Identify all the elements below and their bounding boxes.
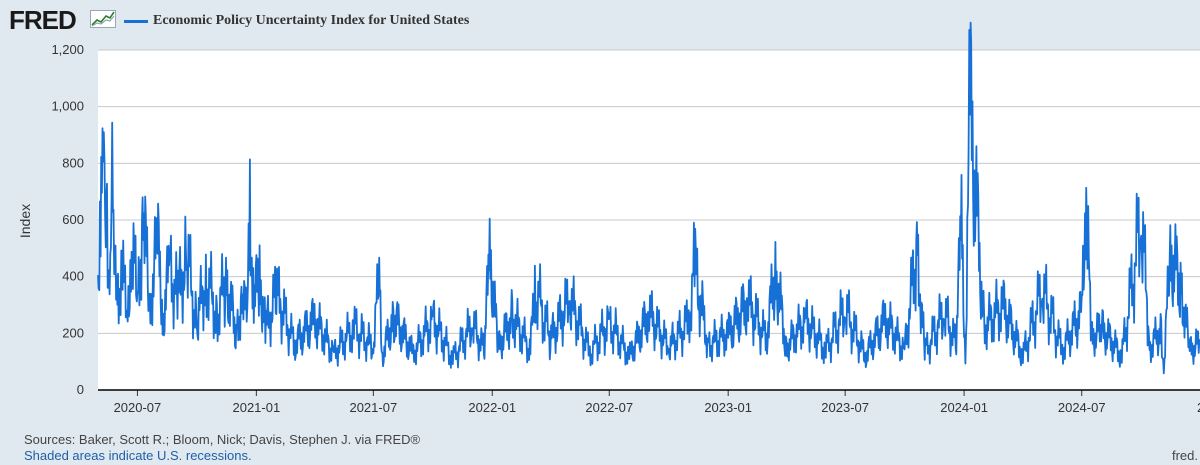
x-tick-label: 2020-07 (114, 400, 162, 415)
chart-footer: Sources: Baker, Scott R.; Bloom, Nick; D… (24, 432, 420, 464)
y-axis-label: Index (17, 204, 33, 238)
x-axis-ticks: 2020-07 2021-01 2021-07 2022-01 2022-07 2023-… (114, 390, 1200, 415)
x-tick-label: 2022-07 (585, 400, 633, 415)
fred-brand[interactable]: fred. (1171, 448, 1198, 463)
fred-logo[interactable]: FRED (9, 5, 77, 35)
series-line (97, 21, 1200, 375)
y-tick-label: 1,000 (51, 99, 84, 114)
chart-header: FRED Economic Policy Uncertainty Index f… (0, 0, 1200, 42)
series-layer (97, 21, 1200, 375)
sources-note: Sources: Baker, Scott R.; Bloom, Nick; D… (24, 432, 421, 447)
y-tick-label: 600 (62, 212, 84, 227)
recession-note[interactable]: Shaded areas indicate U.S. recessions. (24, 448, 252, 463)
y-tick-label: 800 (62, 155, 84, 170)
x-tick-label: 2023-07 (821, 400, 869, 415)
legend-swatch (124, 20, 148, 23)
x-tick-label: 2021-07 (349, 400, 397, 415)
y-axis-ticks: 0 200 400 600 800 1,000 1,200 (51, 42, 84, 397)
y-tick-label: 400 (62, 269, 84, 284)
x-tick-label: 2021-01 (232, 400, 280, 415)
y-tick-label: 200 (62, 325, 84, 340)
x-tick-label: 2024-01 (940, 400, 988, 415)
legend-label: Economic Policy Uncertainty Index for Un… (153, 13, 470, 28)
x-tick-label: 2022-01 (468, 400, 516, 415)
trend-graph-icon (90, 10, 116, 28)
x-tick-label: 2024-07 (1058, 400, 1106, 415)
x-tick-label: 2 (1197, 400, 1200, 415)
y-tick-label: 1,200 (51, 42, 84, 57)
x-tick-label: 2023-01 (704, 400, 752, 415)
y-tick-label: 0 (77, 382, 84, 397)
